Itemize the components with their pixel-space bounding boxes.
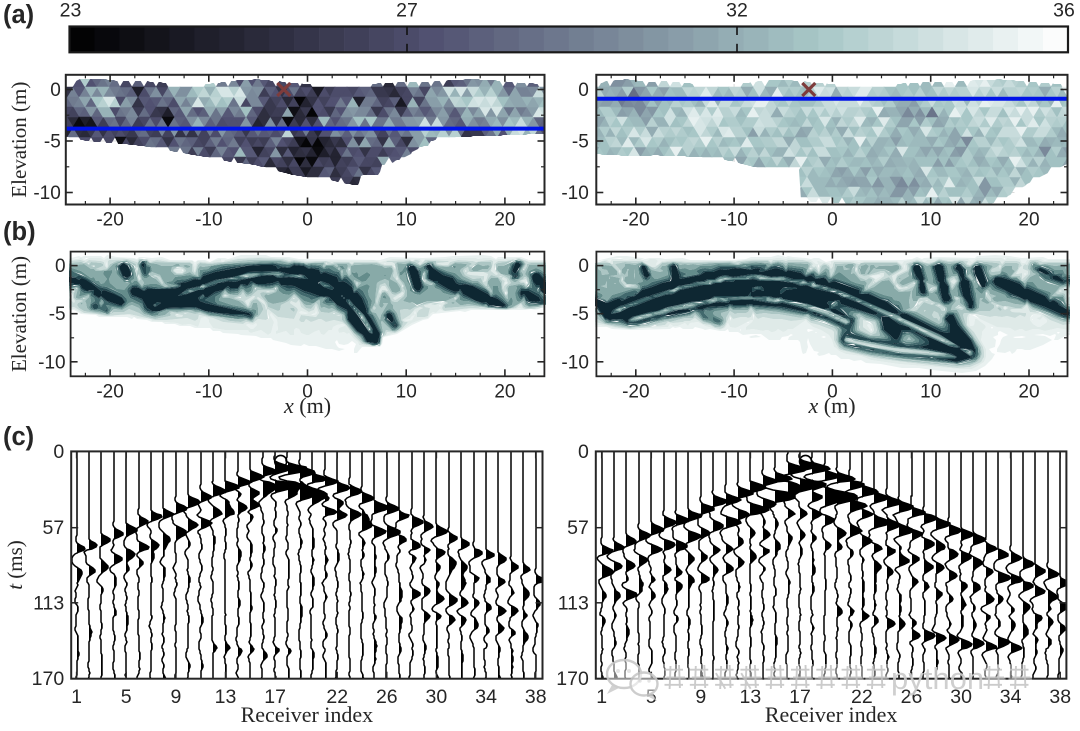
svg-text:20: 20 [1018,210,1039,231]
svg-text:-20: -20 [96,210,123,231]
svg-text:17: 17 [264,686,286,708]
svg-text:38: 38 [1049,686,1071,708]
svg-text:0: 0 [578,441,589,463]
svg-text:x (m): x (m) [283,393,331,418]
svg-text:(c): (c) [3,423,34,451]
svg-text:23: 23 [60,0,82,22]
svg-text:0: 0 [53,441,64,463]
svg-text:1: 1 [596,686,607,708]
svg-text:9: 9 [695,686,706,708]
svg-text:-10: -10 [561,352,588,373]
svg-text:0: 0 [302,210,313,231]
svg-text:-5: -5 [572,132,589,153]
svg-text:0: 0 [578,256,589,277]
svg-text:10: 10 [396,382,417,403]
svg-text:0: 0 [50,80,61,101]
svg-text:-5: -5 [49,304,66,325]
svg-text:x (m): x (m) [807,393,855,418]
svg-text:10: 10 [920,382,941,403]
svg-text:0: 0 [827,210,838,231]
svg-text:13: 13 [740,686,762,708]
svg-text:-10: -10 [561,183,588,204]
svg-text:113: 113 [33,592,64,614]
svg-text:-20: -20 [622,210,649,231]
svg-text:5: 5 [121,686,132,708]
svg-text:57: 57 [567,517,589,539]
svg-text:113: 113 [558,592,589,614]
svg-text:-10: -10 [195,210,222,231]
svg-text:python: python [891,661,984,696]
svg-text:-10: -10 [33,183,60,204]
svg-text:36: 36 [1053,0,1075,22]
svg-text:Elevation (m): Elevation (m) [7,82,31,198]
svg-text:-5: -5 [572,304,589,325]
svg-text:17: 17 [789,686,811,708]
svg-text:0: 0 [578,80,589,101]
svg-text:22: 22 [851,686,873,708]
svg-text:-20: -20 [96,382,123,403]
svg-text:30: 30 [426,686,448,708]
svg-text:22: 22 [326,686,348,708]
svg-text:34: 34 [1000,686,1022,708]
svg-text:-5: -5 [44,132,61,153]
svg-text:-10: -10 [720,210,747,231]
svg-text:38: 38 [525,686,547,708]
svg-text:(b): (b) [3,218,36,246]
svg-text:170: 170 [32,668,65,690]
svg-text:-10: -10 [720,382,747,403]
svg-text:1: 1 [71,686,82,708]
svg-text:-10: -10 [195,382,222,403]
svg-text:(a): (a) [3,1,34,29]
svg-text:30: 30 [950,686,972,708]
svg-text:0: 0 [302,382,313,403]
svg-text:0: 0 [55,256,66,277]
svg-text:27: 27 [396,0,418,22]
svg-text:32: 32 [726,0,748,22]
svg-text:20: 20 [1018,382,1039,403]
svg-text:Receiver index: Receiver index [765,702,898,727]
svg-text:34: 34 [475,686,497,708]
svg-text:0: 0 [827,382,838,403]
svg-text:20: 20 [494,210,515,231]
svg-text:26: 26 [901,686,923,708]
svg-text:Receiver index: Receiver index [241,702,374,727]
svg-text:20: 20 [494,382,515,403]
svg-text:9: 9 [170,686,181,708]
svg-text:57: 57 [42,517,64,539]
svg-text:13: 13 [215,686,237,708]
svg-text:10: 10 [920,210,941,231]
svg-text:10: 10 [396,210,417,231]
svg-text:Elevation (m): Elevation (m) [7,256,31,372]
svg-text:t (ms): t (ms) [3,540,27,590]
svg-text:-20: -20 [622,382,649,403]
svg-text:26: 26 [376,686,398,708]
svg-text:-10: -10 [38,352,65,373]
svg-text:170: 170 [556,668,589,690]
